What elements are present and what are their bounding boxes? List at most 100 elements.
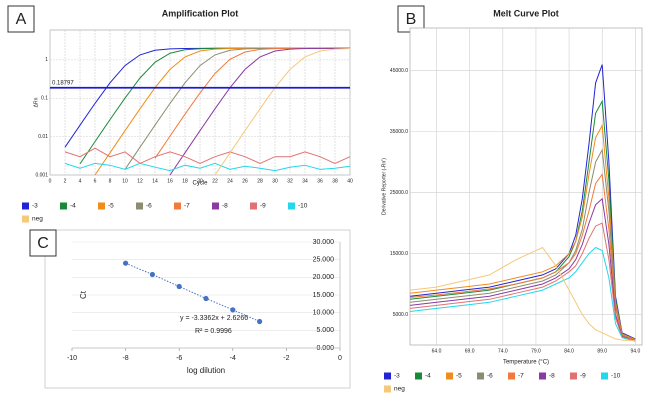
legend-label: neg [32, 216, 43, 223]
data-point [230, 307, 236, 313]
y-tick-label: 5000.0 [393, 312, 409, 318]
x-tick-label: 28 [257, 178, 263, 184]
series-line [64, 147, 351, 164]
x-tick-label: 74.0 [498, 348, 508, 354]
chart-title: Melt Curve Plot [493, 8, 559, 18]
x-tick-label: -10 [67, 355, 77, 362]
y-tick-label: 35000.0 [390, 129, 408, 135]
legend-swatch [384, 372, 391, 380]
series-line [409, 246, 636, 342]
series-line [409, 197, 636, 342]
x-tick-label: 4 [79, 178, 82, 184]
x-tick-label: 8 [109, 178, 112, 184]
legend-label: -6 [146, 203, 152, 210]
annotation: y = -3.3362x + 2.6266 [180, 315, 248, 322]
legend-swatch [174, 202, 181, 210]
legend-swatch [446, 372, 453, 380]
y-tick-label: 0.01 [38, 134, 48, 140]
x-tick-label: 30 [272, 178, 278, 184]
panel-label: A [16, 11, 27, 28]
x-tick-label: 18 [182, 178, 188, 184]
x-tick-label: 12 [137, 178, 143, 184]
series-line [409, 64, 636, 340]
x-tick-label: -8 [122, 355, 128, 362]
y-tick-label: 20.000 [313, 274, 335, 281]
y-tick-label: 5.000 [316, 327, 334, 334]
y-tick-label: 10.000 [313, 310, 335, 317]
x-tick-label: 20 [197, 178, 203, 184]
legend-label: -9 [580, 373, 586, 380]
legend-label: -3 [394, 373, 400, 380]
legend-swatch [288, 202, 295, 210]
y-tick-label: 0.1 [41, 96, 48, 102]
x-tick-label: 89.0 [597, 348, 607, 354]
panel-label-box [29, 229, 57, 257]
legend-label: -9 [260, 203, 266, 210]
x-tick-label: 0 [338, 355, 342, 362]
legend-label: -8 [222, 203, 228, 210]
legend-swatch [601, 372, 608, 380]
legend-label: -8 [549, 373, 555, 380]
legend-label: -6 [487, 373, 493, 380]
legend-swatch [98, 202, 105, 210]
x-tick-label: 32 [287, 178, 293, 184]
y-tick-label: 25000.0 [390, 190, 408, 196]
x-tick-label: 14 [152, 178, 158, 184]
legend-swatch [539, 372, 546, 380]
y-tick-label: 15000.0 [390, 251, 408, 257]
y-tick-label: 25.000 [313, 257, 335, 264]
x-tick-label: 6 [94, 178, 97, 184]
legend-label: neg [394, 386, 405, 393]
legend-swatch [415, 372, 422, 380]
annotation: R² = 0.9996 [195, 328, 232, 335]
series-line [409, 172, 636, 341]
y-axis-label: ΔRn [33, 97, 39, 107]
trendline [125, 262, 260, 322]
legend-label: -5 [108, 203, 114, 210]
x-tick-label: 26 [242, 178, 248, 184]
y-axis-label: Derivative Reporter (-Rn') [381, 158, 387, 215]
series-line [409, 246, 636, 342]
legend-label: -5 [456, 373, 462, 380]
y-tick-label: 1 [45, 57, 48, 63]
x-tick-label: 40 [347, 178, 353, 184]
threshold-label: 0.18797 [52, 80, 74, 86]
series-line [214, 48, 351, 176]
legend-swatch [212, 202, 219, 210]
x-tick-label: 79.0 [531, 348, 541, 354]
data-point [176, 283, 182, 290]
chart-title: Amplification Plot [162, 8, 239, 18]
legend-swatch [570, 372, 577, 380]
y-tick-label: 15.000 [313, 292, 335, 299]
x-tick-label: -6 [176, 355, 182, 362]
x-tick-label: 84.0 [564, 348, 574, 354]
x-tick-label: 69.0 [465, 348, 475, 354]
x-tick-label: 36 [317, 178, 323, 184]
x-tick-label: -2 [283, 355, 289, 362]
x-axis-label: log dilution [187, 366, 225, 375]
legend-swatch [477, 372, 484, 380]
panel-label-box [397, 5, 425, 33]
legend-label: -7 [518, 373, 524, 380]
y-tick-label: 30.000 [313, 239, 335, 246]
legend-label: -10 [611, 373, 621, 380]
legend-label: -4 [425, 373, 431, 380]
x-axis-label: Cycle [192, 181, 208, 187]
x-axis-label: Temperature (°C) [503, 360, 549, 366]
x-tick-label: 0 [49, 178, 52, 184]
series-line [169, 47, 350, 176]
series-line [409, 123, 636, 340]
legend-label: -10 [298, 203, 308, 210]
x-tick-label: 16 [167, 178, 173, 184]
x-tick-label: -4 [230, 355, 236, 362]
x-tick-label: 22 [212, 178, 218, 184]
legend-label: -4 [70, 203, 76, 210]
legend-swatch [22, 202, 29, 210]
y-axis-label: Ct [79, 290, 88, 299]
x-tick-label: 64.0 [432, 348, 442, 354]
data-point [123, 260, 129, 266]
legend-swatch [508, 372, 515, 380]
data-point [149, 271, 155, 278]
x-tick-label: 10 [122, 178, 128, 184]
y-tick-label: 0.001 [35, 172, 48, 178]
